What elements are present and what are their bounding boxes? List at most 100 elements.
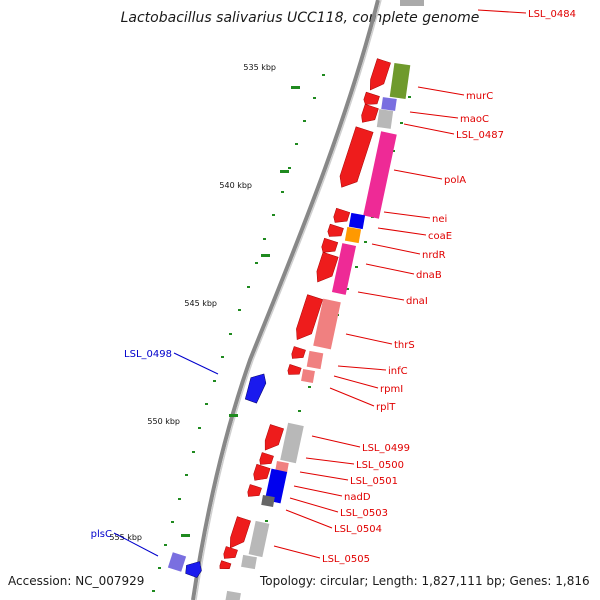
cog-bar [389,63,411,99]
gc-mark [238,309,241,311]
cog-bar [381,97,397,111]
forward-gene-arrow [296,294,324,340]
gc-mark [185,474,188,476]
gene-label: nrdR [422,250,446,261]
gene-leader-line [337,365,387,371]
gene-label: murC [466,91,493,102]
reverse-gene-arrow [244,373,267,404]
gene-label: polA [444,175,466,186]
gc-mark [213,380,216,382]
forward-gene-arrow [339,126,374,188]
cog-bar [261,495,275,507]
forward-gene-arrow [327,223,344,237]
gc-mark [261,254,270,257]
forward-gene-arrow [369,58,391,91]
forward-gene-arrow [253,463,271,481]
cog-bar [275,461,289,473]
forward-gene-arrow [223,546,238,559]
reverse-gene-arrow [185,561,202,578]
gc-mark [303,120,306,122]
gene-leader-line [293,485,343,497]
gc-mark [181,534,190,537]
forward-gene-arrow [316,251,339,283]
gc-mark [198,427,201,429]
gene-leader-line [285,509,333,529]
forward-gene-arrow [259,452,274,465]
gc-mark [192,451,195,453]
gene-label: LSL_0487 [456,130,504,141]
gc-mark [322,74,325,76]
gene-label: thrS [394,340,415,351]
gene-label: LSL_0503 [340,508,388,519]
genome-backbone [191,0,380,600]
gene-leader-line [357,291,405,301]
forward-gene-arrow [264,424,284,451]
gc-mark [392,150,395,152]
gc-mark [298,410,301,412]
gene-label: maoC [460,114,489,125]
forward-gene-arrow [361,103,379,123]
gene-leader-line [329,387,375,407]
label-track: LSL_0484 murC maoC LSL_0487 polA nei coaE nrdR d… [91,9,576,565]
gene-label: LSL_0501 [350,476,398,487]
cog-bar [248,520,270,558]
gc-mark [158,567,161,569]
gc-mark [171,521,174,523]
gc-mark [247,286,250,288]
topology-text: Topology: circular; Length: 1,827,111 bp… [260,574,590,588]
forward-gene-arrow [363,91,380,105]
cog-bar [331,243,357,295]
gc-mark [229,333,232,335]
gene-label: nadD [344,492,371,503]
cog-bar [306,350,324,370]
gene-leader-line [173,352,219,375]
cog-bar [280,422,304,464]
gc-mark [346,288,349,290]
forward-gene-arrow [333,207,351,223]
gene-leader-line [393,169,443,180]
position-tick-label: 545 kbp [184,299,217,308]
gc-mark [308,386,311,388]
gc-mark [164,544,167,546]
gene-track [167,0,424,578]
forward-gene-arrow [229,516,251,549]
gene-label: LSL_0484 [528,9,576,20]
cog-bar [313,298,341,350]
cog-bar [376,109,394,129]
gene-leader-line [365,263,415,275]
position-tick-label: 540 kbp [219,181,252,190]
position-tick-label: 550 kbp [147,417,180,426]
gc-mark [152,590,155,592]
gc-mark [400,122,403,124]
position-tick-label: 535 kbp [243,63,276,72]
gc-mark [280,170,289,173]
gene-label: LSL_0505 [322,554,370,565]
forward-gene-arrow [247,484,262,497]
position-tick-label: 555 kbp [109,533,142,542]
gene-label: plsC [91,529,112,540]
cog-bar [344,226,362,244]
gc-mark [408,96,411,98]
gene-label: coaE [428,231,452,242]
forward-gene-arrow [219,560,232,569]
gene-label: LSL_0499 [362,443,410,454]
gc-mark [178,498,181,500]
genome-title: Lactobacillus salivarius UCC118, complet… [120,10,480,26]
gene-label: LSL_0504 [334,524,382,535]
gc-mark [364,241,367,243]
reverse-gene-cog [167,552,187,572]
gene-leader-line [311,435,361,448]
cog-bar [241,554,257,570]
gene-leader-line [299,471,349,481]
forward-gene-arrow [287,364,302,375]
gene-leader-line [333,375,379,389]
cog-bar [225,590,241,600]
cog-bar [363,131,397,219]
tick-track: 535 kbp 540 kbp 545 kbp 550 kbp 555 kbp [109,63,276,542]
gc-skew-track [152,74,411,592]
forward-gene-arrow [321,237,339,253]
cog-track [225,63,411,600]
gene-leader-line [403,123,455,135]
accession-text: Accession: NC_007929 [8,574,145,588]
